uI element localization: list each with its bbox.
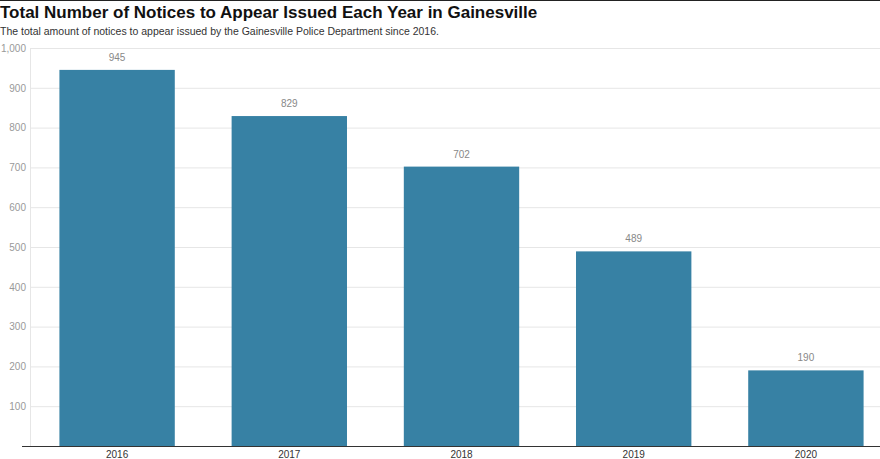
- data-label: 190: [798, 352, 815, 363]
- x-tick: 2020: [795, 446, 818, 459]
- data-labels: 945 829 702 489 190: [109, 52, 815, 363]
- top-rule: [0, 0, 880, 1]
- y-tick: 1,000: [1, 43, 880, 54]
- x-tick: 2018: [450, 446, 473, 459]
- x-tick-label: 2018: [450, 449, 473, 459]
- bar: [748, 370, 863, 446]
- y-tick-label: 800: [9, 122, 26, 133]
- y-axis: 100 200 300 400 500 600 700 800 900 1,000: [1, 43, 880, 447]
- bar: [576, 251, 691, 446]
- y-tick-label: 500: [9, 242, 26, 253]
- x-tick-label: 2017: [278, 449, 301, 459]
- y-tick-label: 900: [9, 83, 26, 94]
- chart: Total Number of Notices to Appear Issued…: [0, 0, 880, 459]
- bar: [232, 116, 347, 446]
- y-tick-label: 200: [9, 361, 26, 372]
- y-tick-label: 700: [9, 162, 26, 173]
- title: Total Number of Notices to Appear Issued…: [0, 3, 537, 22]
- y-tick-label: 400: [9, 282, 26, 293]
- data-label: 945: [109, 52, 126, 63]
- data-label: 702: [453, 149, 470, 160]
- x-tick: 2019: [623, 446, 646, 459]
- data-label: 829: [281, 98, 298, 109]
- x-tick: 2016: [106, 446, 129, 459]
- bar: [59, 70, 174, 446]
- x-axis: 2016 2017 2018 2019 2020: [22, 446, 880, 459]
- x-tick: 2017: [278, 446, 301, 459]
- y-tick-label: 300: [9, 321, 26, 332]
- data-label: 489: [625, 233, 642, 244]
- x-tick-label: 2019: [623, 449, 646, 459]
- bar: [404, 167, 519, 446]
- y-tick-label: 600: [9, 202, 26, 213]
- x-tick-label: 2020: [795, 449, 818, 459]
- x-axis-line: [22, 446, 880, 447]
- y-tick-label: 100: [9, 401, 26, 412]
- grid-line: [30, 48, 880, 49]
- bars: [59, 70, 863, 446]
- subtitle: The total amount of notices to appear is…: [0, 25, 439, 37]
- y-tick-label: 1,000: [1, 43, 26, 54]
- x-tick-label: 2016: [106, 449, 129, 459]
